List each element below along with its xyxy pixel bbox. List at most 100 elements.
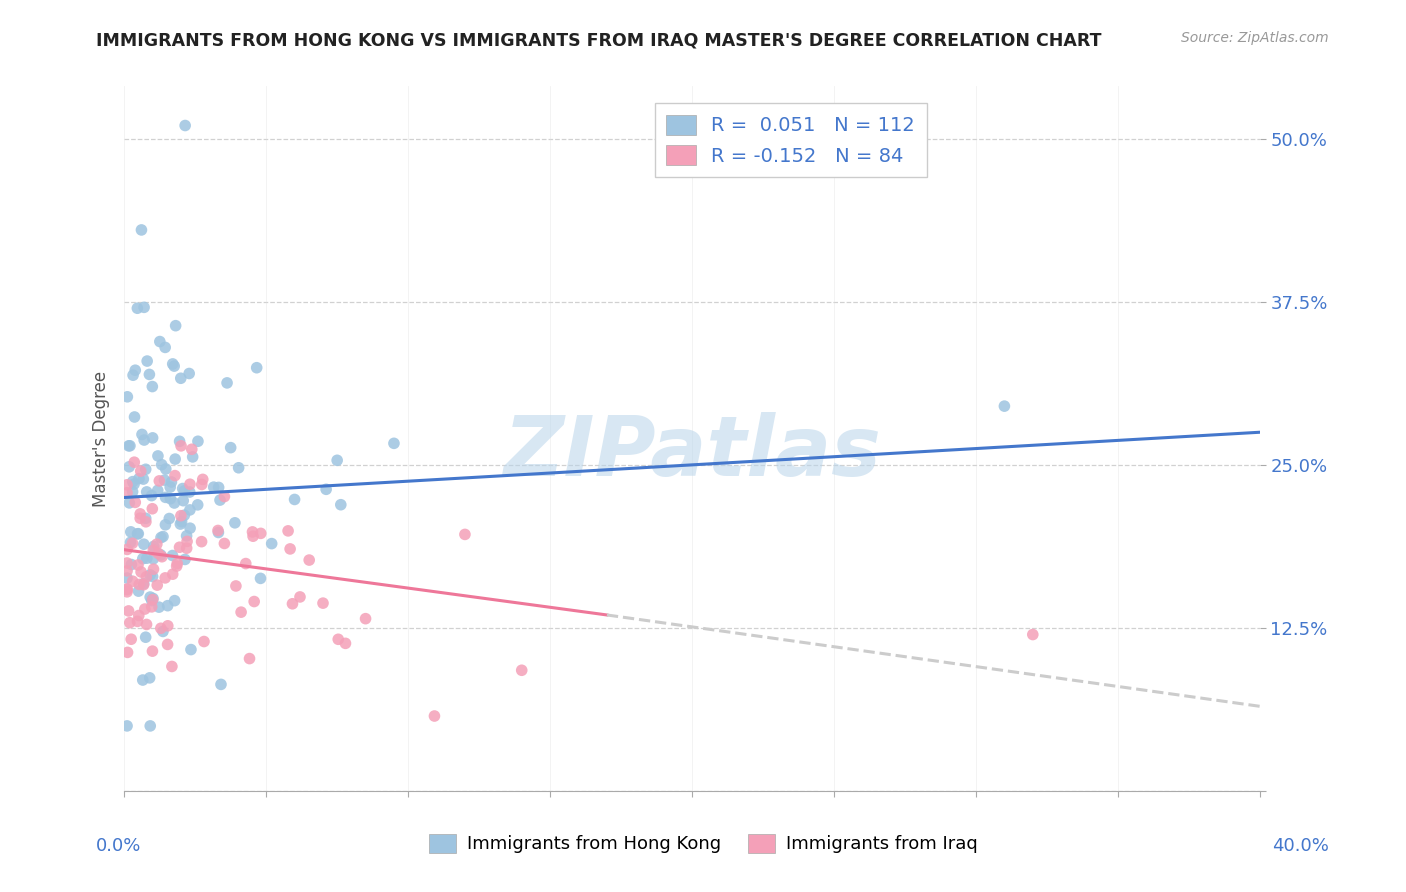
Point [354, 612, 377, 626]
Point [162, 567, 184, 582]
Point [159, 480, 181, 494]
Point [157, 511, 180, 525]
Point [423, 709, 446, 723]
Point [131, 427, 153, 442]
Point [142, 592, 165, 607]
Point [153, 571, 176, 585]
Point [141, 644, 163, 658]
Text: IMMIGRANTS FROM HONG KONG VS IMMIGRANTS FROM IRAQ MASTER'S DEGREE CORRELATION CH: IMMIGRANTS FROM HONG KONG VS IMMIGRANTS … [96, 31, 1101, 49]
Point [115, 564, 138, 578]
Point [152, 530, 174, 544]
Point [141, 379, 163, 393]
Point [207, 525, 229, 540]
Point [142, 543, 165, 558]
Point [159, 491, 181, 506]
Point [139, 719, 162, 733]
Point [219, 441, 242, 455]
Point [132, 551, 155, 566]
Point [191, 472, 214, 486]
Point [170, 508, 193, 523]
Point [329, 498, 352, 512]
Point [281, 597, 304, 611]
Point [224, 516, 246, 530]
Point [179, 367, 201, 381]
Point [249, 571, 271, 585]
Point [132, 578, 155, 592]
Point [132, 537, 155, 551]
Point [141, 501, 163, 516]
Point [115, 478, 138, 492]
Point [170, 515, 193, 529]
Point [131, 223, 153, 237]
Point [173, 483, 195, 498]
Point [132, 472, 155, 486]
Point [170, 439, 193, 453]
Point [142, 562, 165, 576]
Point [312, 596, 335, 610]
Point [179, 521, 201, 535]
Point [152, 624, 174, 639]
Point [166, 559, 188, 574]
Legend: Immigrants from Hong Kong, Immigrants from Iraq: Immigrants from Hong Kong, Immigrants fr… [422, 827, 984, 861]
Point [172, 493, 194, 508]
Point [298, 553, 321, 567]
Point [238, 651, 260, 665]
Point [162, 549, 184, 563]
Point [115, 719, 138, 733]
Point [187, 498, 209, 512]
Point [142, 569, 165, 583]
Point [454, 527, 477, 541]
Point [128, 584, 150, 599]
Point [132, 301, 155, 315]
Point [124, 495, 146, 509]
Point [163, 468, 186, 483]
Point [155, 462, 177, 476]
Point [246, 360, 269, 375]
Point [180, 442, 202, 457]
Point [260, 536, 283, 550]
Point [121, 475, 143, 489]
Point [163, 496, 186, 510]
Point [141, 593, 163, 607]
Point [146, 483, 169, 498]
Point [142, 431, 165, 445]
Point [202, 480, 225, 494]
Point [134, 433, 156, 447]
Point [139, 590, 162, 604]
Point [121, 574, 143, 589]
Point [155, 517, 177, 532]
Point [382, 436, 405, 450]
Point [328, 632, 350, 647]
Point [163, 359, 186, 373]
Point [207, 524, 229, 538]
Point [139, 567, 162, 582]
Point [141, 599, 163, 614]
Point [176, 541, 198, 556]
Point [277, 524, 299, 538]
Point [149, 621, 172, 635]
Point [172, 482, 194, 496]
Point [122, 477, 145, 491]
Point [148, 600, 170, 615]
Point [169, 541, 191, 555]
Point [141, 489, 163, 503]
Point [135, 617, 157, 632]
Point [150, 458, 173, 472]
Point [122, 368, 145, 383]
Text: 0.0%: 0.0% [96, 837, 141, 855]
Point [162, 357, 184, 371]
Point [176, 529, 198, 543]
Point [150, 531, 173, 545]
Point [165, 452, 187, 467]
Point [243, 594, 266, 608]
Point [242, 529, 264, 543]
Point [288, 590, 311, 604]
Point [214, 490, 236, 504]
Point [176, 534, 198, 549]
Point [170, 371, 193, 385]
Point [284, 492, 307, 507]
Point [135, 630, 157, 644]
Point [127, 615, 149, 629]
Point [118, 615, 141, 630]
Point [249, 526, 271, 541]
